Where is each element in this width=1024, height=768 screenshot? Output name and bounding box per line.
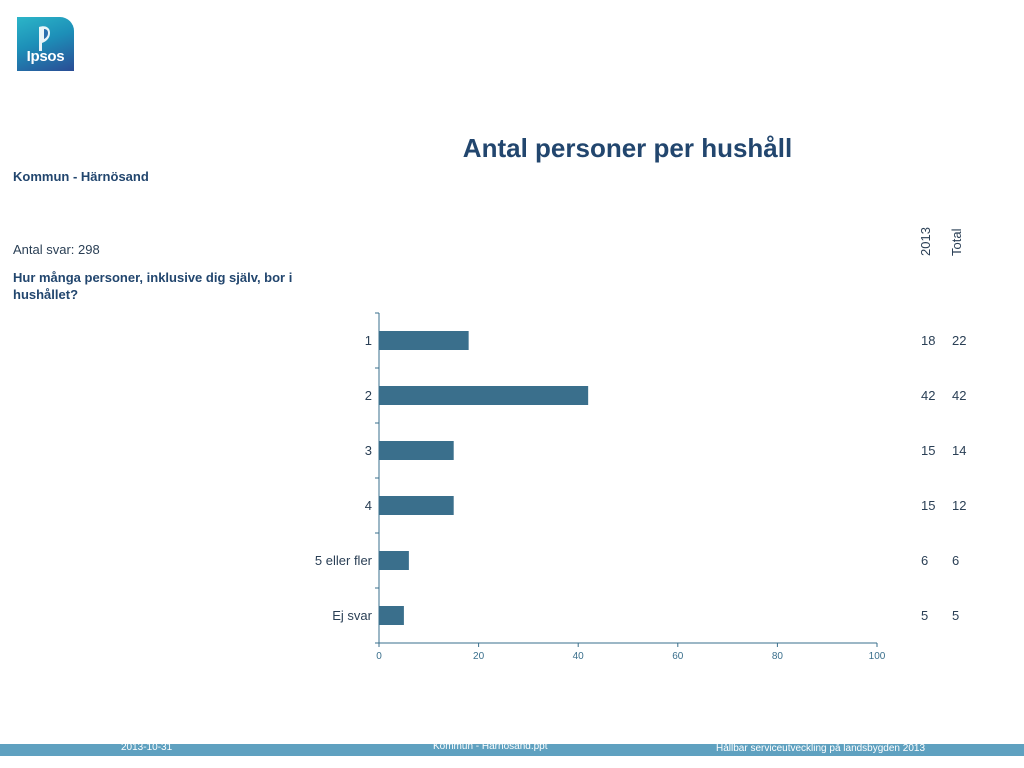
answer-count: Antal svar: 298 <box>13 242 100 257</box>
category-label: 2 <box>365 388 372 403</box>
chart-subtitle: Kommun - Härnösand <box>13 169 149 184</box>
bar <box>379 441 454 460</box>
x-tick-label: 20 <box>473 651 485 662</box>
category-label: 3 <box>365 443 372 458</box>
x-tick-label: 40 <box>573 651 585 662</box>
value-label-2013: 6 <box>921 553 928 568</box>
category-label: 4 <box>365 498 372 513</box>
value-label-total: 42 <box>952 388 966 403</box>
value-label-2013: 42 <box>921 388 935 403</box>
logo-mark <box>39 26 50 51</box>
chart-title: Antal personer per hushåll <box>462 133 793 163</box>
value-label-2013: 18 <box>921 333 935 348</box>
value-label-total: 6 <box>952 553 959 568</box>
value-label-total: 12 <box>952 498 966 513</box>
x-tick-label: 80 <box>772 651 784 662</box>
x-tick-label: 0 <box>376 651 382 662</box>
bar <box>379 606 404 625</box>
logo-text: Ipsos <box>26 48 65 65</box>
value-label-2013: 15 <box>921 498 935 513</box>
bar <box>379 496 454 515</box>
value-label-2013: 15 <box>921 443 935 458</box>
bar <box>379 551 409 570</box>
value-label-total: 14 <box>952 443 966 458</box>
footer-bar <box>0 744 1024 756</box>
footer-project: Hållbar serviceutveckling på landsbygden… <box>716 743 926 754</box>
category-label: 5 eller fler <box>315 553 373 568</box>
x-tick-label: 60 <box>672 651 684 662</box>
x-tick-label: 100 <box>869 651 886 662</box>
ipsos-logo: Ipsos <box>17 17 74 71</box>
footer-file: Kommun - Härnösand.ppt <box>433 741 548 752</box>
value-label-total: 5 <box>952 608 959 623</box>
bar <box>379 331 469 350</box>
value-label-2013: 5 <box>921 608 928 623</box>
bar <box>379 386 589 405</box>
value-label-total: 22 <box>952 333 966 348</box>
category-label: Ej svar <box>332 608 372 623</box>
category-label: 1 <box>365 333 372 348</box>
footer-date: 2013-10-31 <box>121 742 173 753</box>
question-text: Hur många personer, inklusive dig själv,… <box>13 270 293 302</box>
